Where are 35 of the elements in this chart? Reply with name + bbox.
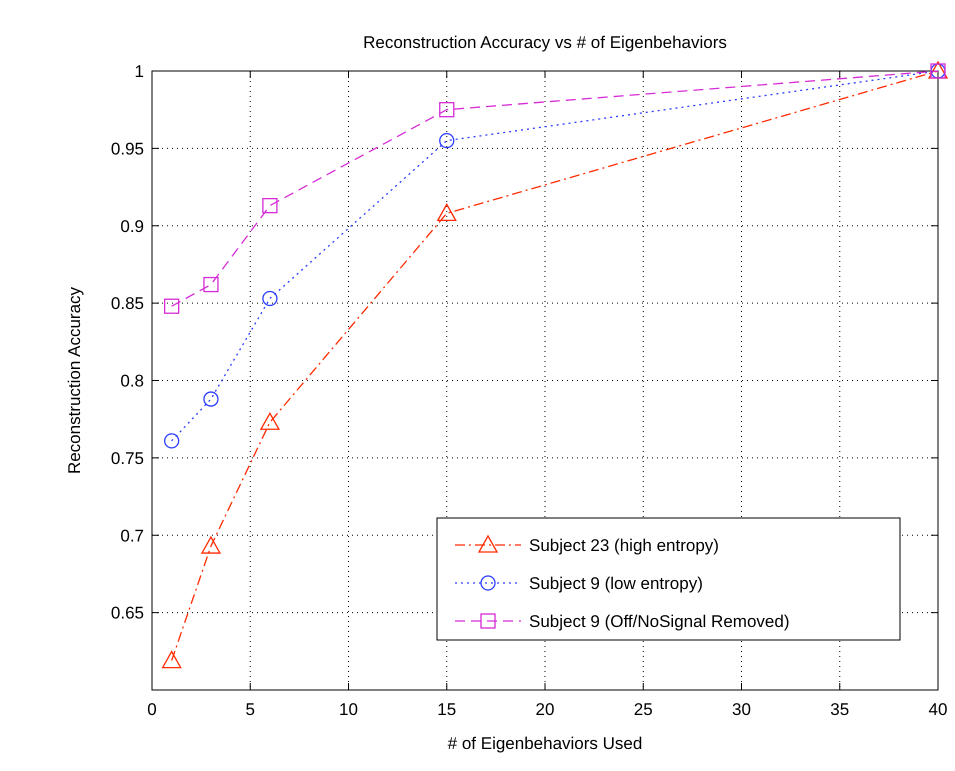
x-tick-label: 40 [928,700,948,719]
point [164,298,180,314]
point [203,276,219,292]
legend-label: Subject 9 (low entropy) [529,574,703,593]
y-tick-label: 0.95 [110,139,144,158]
x-tick-label: 30 [732,700,751,719]
y-tick-label: 0.75 [110,448,144,468]
chart-title: Reconstruction Accuracy vs # of Eigenbehaviors [363,33,727,52]
y-tick-label: 0.9 [120,216,144,236]
y-tick-label: 1 [134,62,144,81]
y-tick-label: 0.65 [110,604,144,623]
point [439,102,454,118]
x-tick-label: 20 [536,700,554,719]
x-tick-label: 10 [339,700,358,719]
legend-label: Subject 23 (high entropy) [529,536,719,555]
point [439,132,454,148]
y-tick-label: 0.7 [120,526,144,546]
point [262,198,278,214]
point [162,650,182,668]
point [201,536,221,554]
x-tick-label: 0 [147,700,157,719]
point [262,290,278,306]
point [437,204,456,222]
point [164,433,180,449]
point [203,391,219,407]
x-tick-label: 15 [437,700,456,719]
y-tick-label: 0.8 [120,372,144,390]
x-tick-label: 35 [830,700,850,719]
point [260,412,280,430]
x-axis-title: # of Eigenbehaviors Used [448,734,642,753]
x-tick-label: 25 [634,700,653,719]
legend-label: Subject 9 (Off/NoSignal Removed) [529,612,790,631]
x-tick-label: 5 [246,700,255,719]
y-axis-title: Reconstruction Accuracy [65,286,84,474]
y-tick-label: 0.85 [110,294,144,314]
